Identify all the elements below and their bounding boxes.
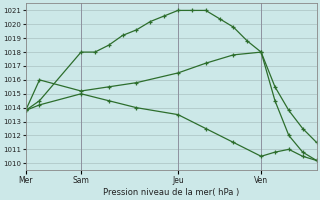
- X-axis label: Pression niveau de la mer( hPa ): Pression niveau de la mer( hPa ): [103, 188, 239, 197]
